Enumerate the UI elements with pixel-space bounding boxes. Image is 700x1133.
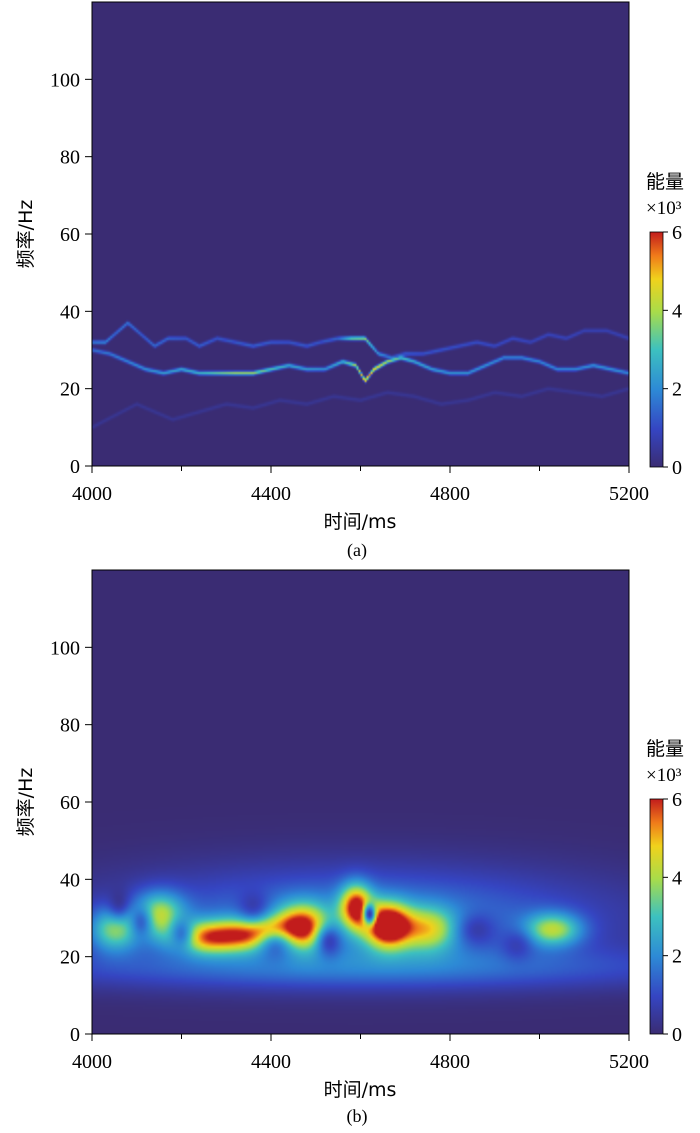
panel-label: (b)	[347, 1106, 368, 1127]
colorbar-title: 能量	[646, 171, 684, 193]
x-tick-label: 4400	[251, 1051, 291, 1073]
x-tick-label: 4800	[430, 1051, 470, 1073]
y-tick-label: 60	[60, 792, 80, 814]
y-tick-label: 40	[60, 869, 80, 891]
y-tick-label: 100	[50, 69, 80, 91]
y-tick-label: 20	[60, 947, 80, 969]
colorbar-tick-label: 6	[672, 789, 682, 811]
colorbar-unit: ×10³	[646, 765, 682, 786]
y-tick-label: 60	[60, 224, 80, 246]
ridge-heatmap	[92, 2, 629, 466]
x-axis-label: 时间/ms	[324, 511, 397, 533]
colorbar-tick-label: 0	[672, 457, 682, 479]
y-tick-label: 80	[60, 715, 80, 737]
y-tick-label: 0	[70, 1024, 80, 1046]
y-tick-label: 100	[50, 637, 80, 659]
colorbar: 能量 ×10³ 0 2 4 6	[646, 171, 684, 479]
y-tick-label: 40	[60, 301, 80, 323]
y-tick-label: 0	[70, 456, 80, 478]
colorbar-tick-label: 0	[672, 1024, 682, 1046]
x-tick-label: 5200	[609, 1051, 649, 1073]
axes: 4000 4400 4800 5200 0 20 40 60 80 100	[50, 637, 649, 1073]
axes: 4000 4400 4800 5200 0 20 40 60 80 100	[50, 69, 649, 505]
colorbar-unit: ×10³	[646, 198, 682, 219]
x-tick-label: 4400	[251, 483, 291, 505]
colorbar: 能量 ×10³ 0 2 4 6	[646, 738, 684, 1046]
y-axis-label: 频率/Hz	[15, 768, 37, 837]
panel-label: (a)	[347, 540, 367, 561]
x-tick-label: 4000	[72, 1051, 112, 1073]
colorbar-tick-label: 6	[672, 222, 682, 244]
colorbar-tick-label: 4	[672, 867, 682, 889]
y-tick-label: 80	[60, 147, 80, 169]
x-tick-label: 5200	[609, 483, 649, 505]
colorbar-tick-label: 4	[672, 300, 682, 322]
colorbar-gradient	[649, 798, 664, 1035]
x-axis-label: 时间/ms	[324, 1079, 397, 1101]
colorbar-gradient	[649, 231, 664, 468]
y-axis-label: 频率/Hz	[15, 200, 37, 269]
energy-heatmap	[92, 570, 629, 1034]
colorbar-title: 能量	[646, 738, 684, 760]
colorbar-tick-label: 2	[672, 379, 682, 401]
x-tick-label: 4800	[430, 483, 470, 505]
x-tick-label: 4000	[72, 483, 112, 505]
colorbar-tick-label: 2	[672, 946, 682, 968]
y-tick-label: 20	[60, 379, 80, 401]
